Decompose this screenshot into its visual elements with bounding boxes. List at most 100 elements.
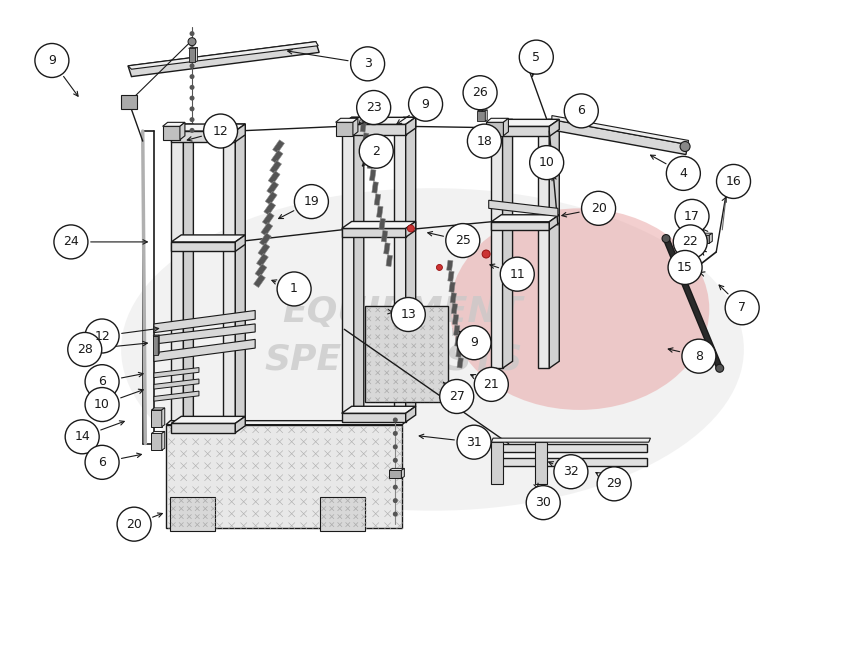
Text: 9: 9 [470, 336, 478, 349]
Text: 4: 4 [679, 167, 688, 180]
Polygon shape [336, 118, 358, 122]
Polygon shape [171, 423, 235, 433]
Polygon shape [491, 126, 549, 136]
Polygon shape [477, 111, 485, 121]
Bar [260, 233, 272, 246]
Text: 17: 17 [684, 210, 700, 223]
Text: EQUIPMENT: EQUIPMENT [282, 296, 522, 329]
Bar [270, 161, 281, 174]
Circle shape [564, 94, 599, 128]
Polygon shape [153, 336, 158, 355]
Polygon shape [389, 470, 401, 478]
Polygon shape [171, 417, 246, 423]
Polygon shape [151, 431, 164, 433]
Circle shape [189, 128, 195, 133]
Circle shape [675, 200, 709, 233]
Polygon shape [342, 222, 416, 228]
Polygon shape [694, 235, 709, 243]
Text: 32: 32 [563, 465, 579, 478]
Circle shape [85, 365, 119, 398]
Text: 10: 10 [94, 398, 110, 411]
Polygon shape [235, 124, 246, 142]
Polygon shape [183, 124, 194, 430]
Circle shape [189, 52, 195, 58]
Polygon shape [491, 126, 503, 368]
Polygon shape [151, 433, 162, 450]
Bar [448, 271, 454, 282]
Polygon shape [342, 124, 406, 135]
Polygon shape [491, 442, 503, 484]
Text: 16: 16 [726, 175, 741, 188]
Polygon shape [223, 131, 235, 430]
Polygon shape [365, 306, 448, 402]
Text: 2: 2 [372, 144, 381, 158]
Text: 23: 23 [366, 101, 381, 114]
Polygon shape [153, 335, 159, 336]
Polygon shape [235, 235, 246, 251]
Circle shape [554, 455, 588, 489]
Circle shape [407, 225, 414, 232]
Polygon shape [486, 118, 509, 122]
Circle shape [189, 106, 195, 112]
Circle shape [526, 486, 561, 519]
Polygon shape [354, 118, 364, 413]
Text: 3: 3 [363, 57, 372, 71]
Bar [381, 230, 388, 242]
Circle shape [85, 388, 119, 421]
Text: 20: 20 [591, 202, 606, 215]
Text: 12: 12 [213, 124, 228, 138]
Circle shape [189, 42, 195, 47]
Circle shape [117, 507, 151, 541]
Polygon shape [503, 120, 513, 368]
Text: 15: 15 [677, 261, 693, 274]
Polygon shape [342, 228, 406, 237]
Polygon shape [154, 391, 199, 401]
Circle shape [457, 425, 491, 459]
Bar [384, 243, 390, 254]
Text: INC.: INC. [452, 328, 474, 337]
Circle shape [393, 458, 398, 463]
Circle shape [350, 47, 385, 81]
Bar [262, 212, 274, 226]
Circle shape [393, 431, 398, 436]
Text: 25: 25 [455, 234, 471, 247]
Bar [375, 194, 381, 206]
Polygon shape [485, 110, 487, 121]
Bar [369, 169, 376, 181]
Bar [456, 347, 462, 358]
Polygon shape [493, 458, 647, 466]
Circle shape [54, 225, 88, 259]
Circle shape [393, 417, 398, 423]
Text: 28: 28 [77, 343, 93, 356]
Polygon shape [171, 131, 235, 142]
Bar [253, 274, 266, 288]
Polygon shape [491, 120, 513, 126]
Circle shape [294, 185, 329, 218]
Text: 6: 6 [577, 104, 586, 118]
Bar [452, 314, 458, 325]
Text: 31: 31 [466, 435, 482, 449]
Polygon shape [694, 233, 712, 235]
Polygon shape [121, 95, 137, 109]
Circle shape [439, 380, 474, 413]
Text: 6: 6 [98, 375, 106, 388]
Polygon shape [162, 431, 164, 450]
Bar [457, 358, 464, 368]
Bar [266, 181, 279, 194]
Circle shape [662, 235, 670, 243]
Text: 1: 1 [290, 282, 298, 296]
Bar [450, 292, 457, 303]
Circle shape [85, 319, 119, 353]
Circle shape [356, 91, 391, 124]
Bar [446, 260, 453, 271]
Text: 9: 9 [48, 54, 56, 67]
Polygon shape [342, 124, 354, 413]
Polygon shape [342, 118, 416, 124]
Circle shape [519, 40, 554, 74]
Circle shape [500, 257, 535, 291]
Text: 24: 24 [63, 235, 79, 249]
Polygon shape [171, 131, 183, 430]
Bar [453, 325, 460, 336]
Polygon shape [406, 222, 416, 237]
Circle shape [715, 364, 724, 372]
